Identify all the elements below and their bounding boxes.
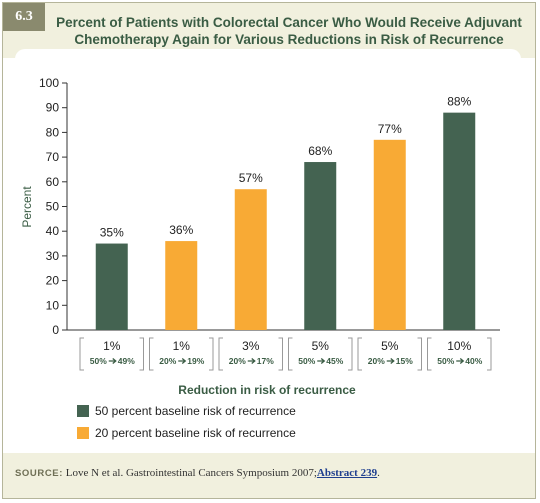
category-sublabel-from: 50% xyxy=(90,356,107,366)
arrow-right-icon xyxy=(178,358,187,364)
bar-value-label: 35% xyxy=(100,226,124,240)
chart-title-line2: Chemotherapy Again for Various Reduction… xyxy=(74,32,504,47)
y-tick-label: 70 xyxy=(46,150,60,164)
figure-header: 6.3 Percent of Patients with Colorectal … xyxy=(3,3,535,58)
category-sublabel-from: 20% xyxy=(368,356,385,366)
category-bracket-right xyxy=(417,337,422,371)
category-bracket-left xyxy=(149,337,154,371)
bar xyxy=(304,162,337,330)
category-bracket-right xyxy=(209,337,214,371)
bar-value-label: 77% xyxy=(378,122,402,136)
bar xyxy=(165,241,198,330)
bar-chart: 0 10 20 30 40 50 60 70 80 90 100 Percent 35% 1% 50% 49%… xyxy=(20,76,500,397)
plot-panel: 0 10 20 30 40 50 60 70 80 90 100 Percent 35% 1% 50% 49%… xyxy=(15,49,521,457)
category-label: 1% xyxy=(103,339,121,353)
y-tick-label: 40 xyxy=(46,224,60,238)
category-sublabel-to: 15% xyxy=(396,356,413,366)
y-tick-label: 100 xyxy=(39,76,59,90)
category-bracket-right xyxy=(139,337,144,371)
category-bracket-right xyxy=(348,337,353,371)
legend-item-50-percent: 50 percent baseline risk of recurrence xyxy=(77,404,296,418)
y-tick-label: 50 xyxy=(46,200,60,214)
category-label: 3% xyxy=(242,339,260,353)
y-tick-label: 20 xyxy=(46,274,60,288)
category-bracket-right xyxy=(278,337,283,371)
category-bracket-left xyxy=(79,337,84,371)
category-sublabel-to: 45% xyxy=(326,356,343,366)
category-sublabel-from: 20% xyxy=(229,356,246,366)
category-bracket-left xyxy=(427,337,432,371)
chart-title-line1: Percent of Patients with Colorectal Canc… xyxy=(56,15,522,30)
y-tick-label: 80 xyxy=(46,125,60,139)
category-bracket-left xyxy=(288,337,293,371)
x-axis-label: Reduction in risk of recurrence xyxy=(178,383,356,397)
legend-swatch-green xyxy=(77,405,89,417)
category-sublabel-to: 19% xyxy=(187,356,204,366)
arrow-right-icon xyxy=(386,358,395,364)
chart-title: Percent of Patients with Colorectal Canc… xyxy=(51,14,527,48)
bar xyxy=(443,112,476,330)
legend-label-50-percent: 50 percent baseline risk of recurrence xyxy=(95,404,296,418)
arrow-right-icon xyxy=(317,358,326,364)
bar xyxy=(373,139,406,330)
bar-value-label: 57% xyxy=(239,171,263,185)
category-bracket-left xyxy=(218,337,223,371)
bar xyxy=(95,243,128,330)
category-label: 5% xyxy=(381,339,399,353)
category-sublabel-to: 40% xyxy=(465,356,482,366)
bar xyxy=(234,189,267,330)
figure-number-badge: 6.3 xyxy=(3,3,45,31)
abstract-link[interactable]: Abstract 239 xyxy=(316,467,378,479)
y-tick-label: 10 xyxy=(46,298,60,312)
figure-footer: SOURCE: Love N et al. Gastrointestinal C… xyxy=(3,453,535,498)
category-sublabel-to: 17% xyxy=(257,356,274,366)
y-tick-label: 90 xyxy=(46,101,60,115)
source-citation: SOURCE: Love N et al. Gastrointestinal C… xyxy=(15,467,380,479)
source-end: . xyxy=(377,467,380,479)
legend-swatch-orange xyxy=(77,427,89,439)
y-tick-label: 30 xyxy=(46,249,60,263)
category-sublabel-from: 20% xyxy=(159,356,176,366)
category-sublabel-from: 50% xyxy=(298,356,315,366)
category-sublabel-to: 49% xyxy=(118,356,135,366)
arrow-right-icon xyxy=(247,358,256,364)
arrow-right-icon xyxy=(108,358,117,364)
category-label: 5% xyxy=(312,339,330,353)
category-label: 1% xyxy=(173,339,191,353)
y-tick-label: 0 xyxy=(52,323,59,337)
bar-value-label: 36% xyxy=(169,223,193,237)
category-bracket-right xyxy=(487,337,492,371)
bar-value-label: 68% xyxy=(308,144,332,158)
figure-frame: 6.3 Percent of Patients with Colorectal … xyxy=(2,2,536,499)
bar-value-label: 88% xyxy=(447,95,471,109)
y-tick-label: 60 xyxy=(46,175,60,189)
source-text: Love N et al. Gastrointestinal Cancers S… xyxy=(65,467,317,479)
y-axis-label: Percent xyxy=(20,186,34,228)
category-label: 10% xyxy=(447,339,471,353)
legend-label-20-percent: 20 percent baseline risk of recurrence xyxy=(95,426,296,440)
source-label: SOURCE: xyxy=(15,468,64,479)
arrow-right-icon xyxy=(456,358,465,364)
category-sublabel-from: 50% xyxy=(437,356,454,366)
category-bracket-left xyxy=(357,337,362,371)
legend-item-20-percent: 20 percent baseline risk of recurrence xyxy=(77,426,296,440)
